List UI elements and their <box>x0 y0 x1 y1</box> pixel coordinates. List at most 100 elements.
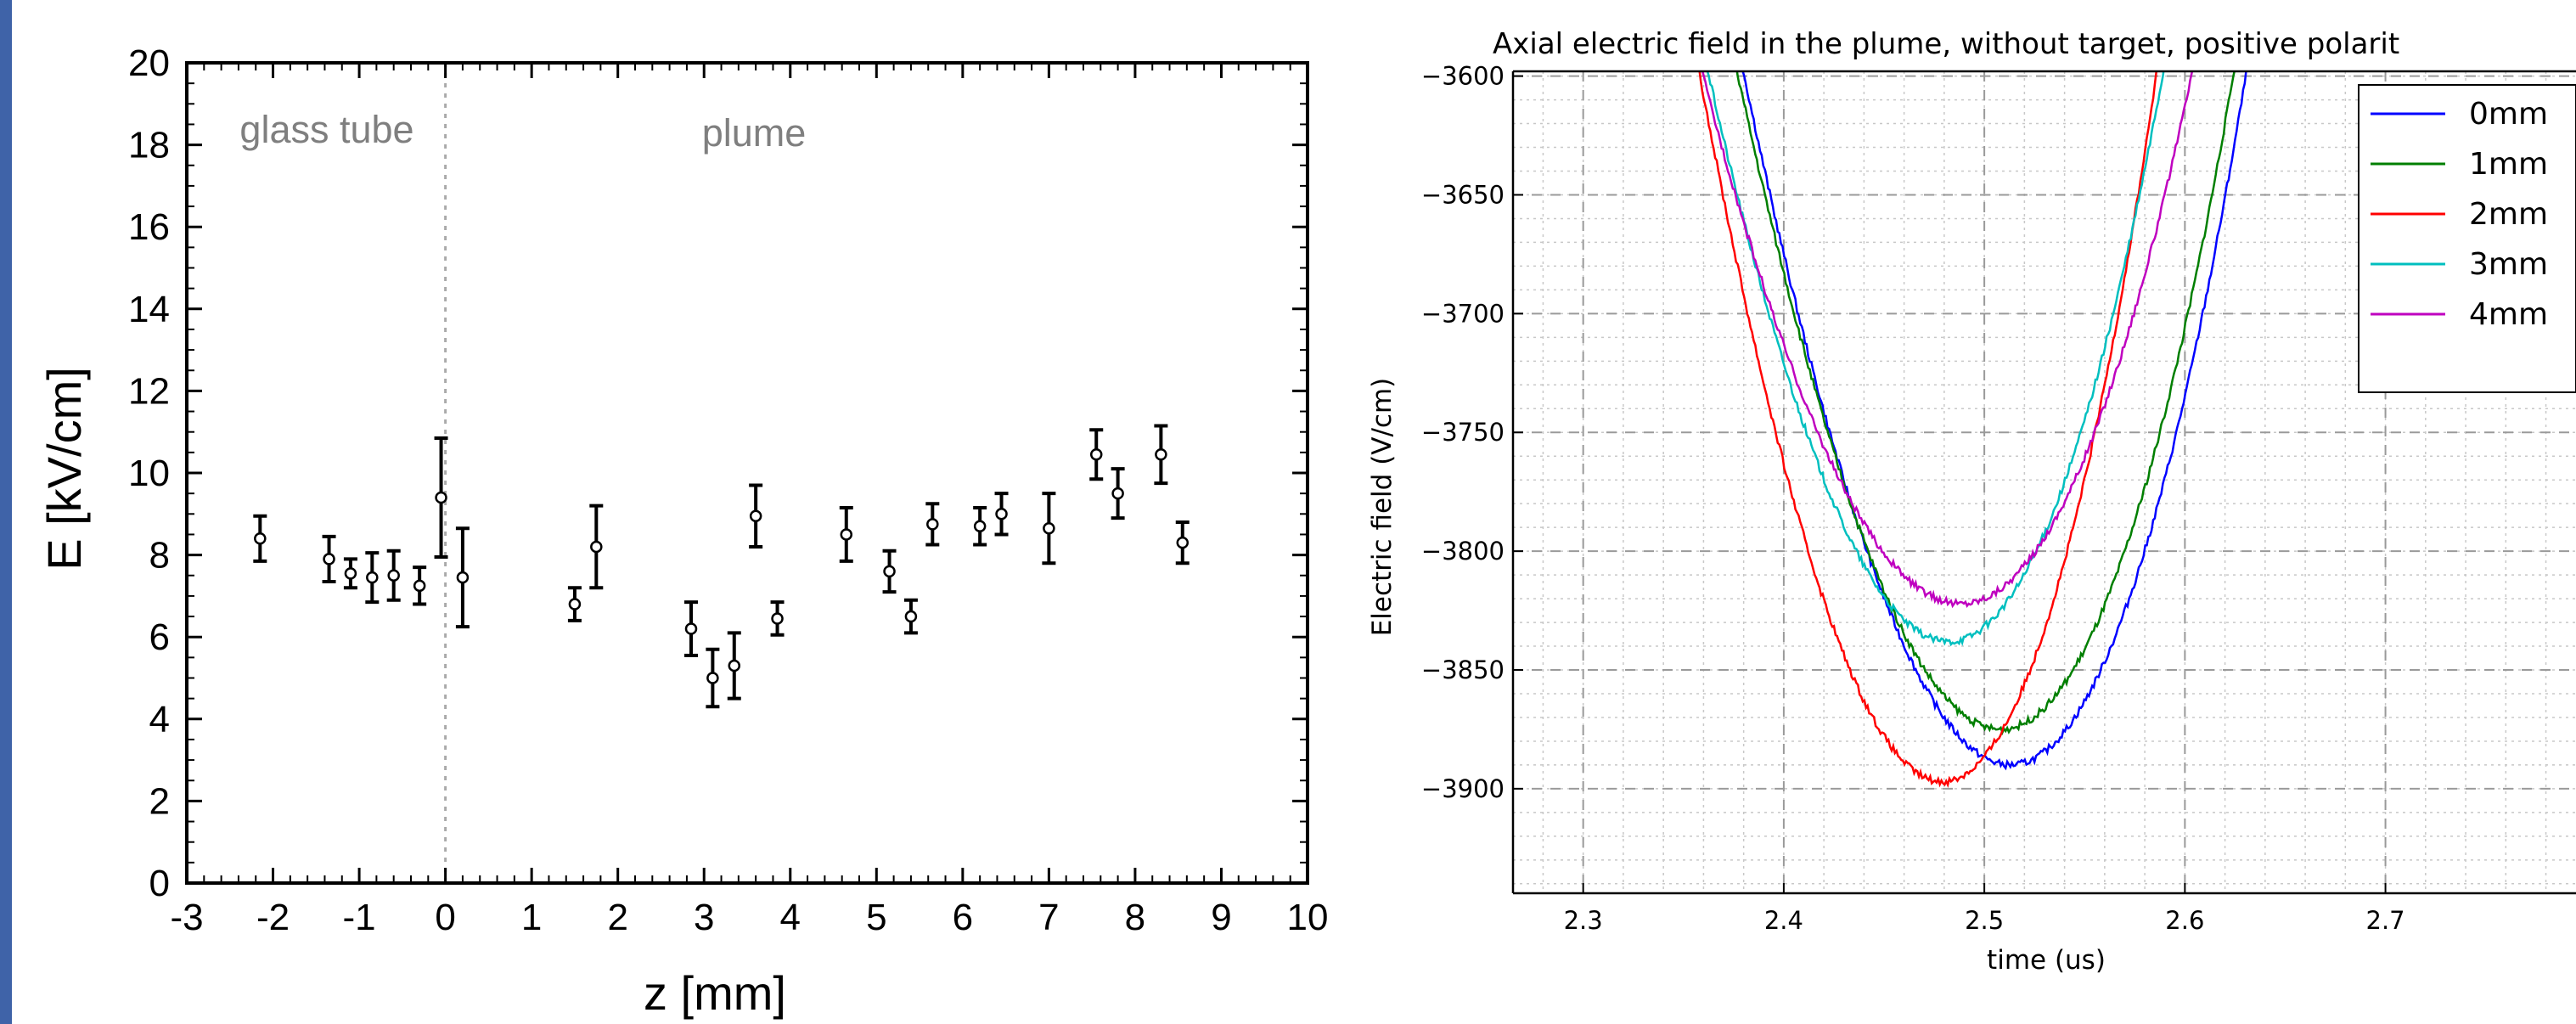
x-tick-label: -1 <box>343 897 376 938</box>
data-marker <box>1089 448 1103 461</box>
y-tick-label: −3650 <box>1421 180 1505 209</box>
data-point-with-error-bar <box>727 631 741 700</box>
legend-label-4mm: 4mm <box>2469 297 2548 332</box>
data-point-with-error-bar <box>1175 520 1190 565</box>
data-point-with-error-bar <box>413 565 427 606</box>
x-tick-label: 8 <box>1125 897 1145 938</box>
series-line-2mm <box>1698 71 2158 788</box>
left-chart-data-points <box>253 424 1190 709</box>
x-tick-label: 3 <box>694 897 714 938</box>
data-marker <box>590 540 603 554</box>
data-point-with-error-bar <box>973 506 987 547</box>
y-tick-label: 10 <box>128 453 170 494</box>
left-chart-frame <box>185 61 1309 885</box>
left-chart-y-axis-label: E [kV/cm] <box>37 367 91 571</box>
x-tick-label: 1 <box>521 897 542 938</box>
left-chart-minor-ticks <box>186 62 1308 884</box>
data-marker <box>456 571 470 584</box>
y-tick-label: 18 <box>128 125 170 166</box>
data-point-with-error-bar <box>1111 467 1125 520</box>
data-marker <box>366 571 379 584</box>
data-marker <box>883 565 896 578</box>
y-tick-label: 8 <box>149 535 170 577</box>
data-point-with-error-bar <box>589 504 604 590</box>
data-marker <box>728 659 741 672</box>
data-point-with-error-bar <box>770 600 785 637</box>
y-tick-label: 6 <box>149 616 170 658</box>
data-point-with-error-bar <box>386 549 401 602</box>
data-marker <box>413 579 426 593</box>
x-tick-label: -3 <box>170 897 203 938</box>
y-tick-label: 16 <box>128 206 170 248</box>
x-tick-label: 2 <box>607 897 627 938</box>
right-chart-x-axis-label: time (us) <box>1987 945 2106 976</box>
data-marker <box>904 610 918 623</box>
data-marker <box>344 567 357 580</box>
data-marker <box>1043 521 1055 535</box>
x-tick-label: 7 <box>1038 897 1059 938</box>
y-tick-label: 14 <box>128 289 170 330</box>
left-chart-x-axis-label: z [mm] <box>644 966 786 1020</box>
y-tick-label: 20 <box>128 42 170 84</box>
data-marker <box>1176 536 1190 549</box>
data-marker <box>1155 448 1167 461</box>
series-line-3mm <box>1706 71 2165 647</box>
left-chart-x-tick-labels: -3 -2 -1 0 1 2 3 4 5 6 7 8 9 10 <box>170 897 1328 938</box>
left-chart-y-tick-labels: 0 2 4 6 8 10 12 14 16 18 20 <box>128 42 170 904</box>
right-chart-title: Axial electric field in the plume, witho… <box>1493 27 2399 61</box>
right-chart-axes <box>1511 70 2576 895</box>
region-label-plume: plume <box>702 111 807 155</box>
data-point-with-error-bar <box>925 502 940 547</box>
y-tick-label: −3800 <box>1421 537 1505 565</box>
data-marker <box>926 518 939 531</box>
legend-label-3mm: 3mm <box>2469 247 2548 282</box>
x-tick-label: 2.3 <box>1564 906 1603 935</box>
y-tick-label: 12 <box>128 370 170 412</box>
y-tick-label: 4 <box>149 699 170 740</box>
data-point-with-error-bar <box>365 551 380 605</box>
x-tick-label: -2 <box>256 897 290 938</box>
legend-label-1mm: 1mm <box>2469 147 2548 182</box>
x-tick-label: 4 <box>780 897 801 938</box>
data-marker <box>684 622 698 635</box>
y-tick-label: 2 <box>149 780 170 822</box>
x-tick-label: 2.6 <box>2165 906 2204 935</box>
y-tick-label: 0 <box>149 863 170 904</box>
data-marker <box>973 520 987 533</box>
y-tick-label: −3700 <box>1421 299 1505 328</box>
right-chart-x-tick-labels: 2.3 2.4 2.5 2.6 2.7 <box>1564 906 2405 935</box>
data-point-with-error-bar <box>455 526 470 629</box>
data-marker <box>749 509 762 522</box>
right-chart-y-tick-labels: −3600 −3650 −3700 −3750 −3800 −3850 −3900 <box>1421 62 1505 803</box>
y-tick-label: −3900 <box>1421 774 1505 803</box>
data-marker <box>1111 487 1124 500</box>
data-point-with-error-bar <box>882 549 897 594</box>
data-point-with-error-bar <box>1154 424 1168 486</box>
legend-box <box>2358 84 2576 393</box>
left-chart-ticks <box>185 61 1309 885</box>
data-marker <box>840 528 853 541</box>
x-tick-label: 5 <box>866 897 886 938</box>
data-marker <box>771 612 784 625</box>
series-line-1mm <box>1735 71 2236 736</box>
series-line-4mm <box>1701 71 2194 609</box>
right-chart-legend: 0mm 1mm 2mm 3mm 4mm <box>2358 84 2576 393</box>
x-tick-label: 2.4 <box>1764 906 1803 935</box>
data-point-with-error-bar <box>839 506 853 563</box>
x-tick-label: 10 <box>1287 897 1329 938</box>
slide-left-accent-bar <box>0 0 12 1024</box>
data-marker <box>568 598 582 610</box>
data-marker <box>995 508 1008 520</box>
data-point-with-error-bar <box>903 598 918 635</box>
data-point-with-error-bar <box>434 436 448 560</box>
x-tick-label: 2.7 <box>2366 906 2405 935</box>
data-point-with-error-bar <box>994 492 1009 537</box>
region-label-glass-tube: glass tube <box>239 108 413 151</box>
y-tick-label: −3600 <box>1421 62 1505 91</box>
x-tick-label: 6 <box>953 897 973 938</box>
data-point-with-error-bar <box>567 586 582 622</box>
data-point-with-error-bar <box>1042 492 1056 565</box>
data-point-with-error-bar <box>322 534 336 583</box>
x-tick-label: 9 <box>1211 897 1231 938</box>
